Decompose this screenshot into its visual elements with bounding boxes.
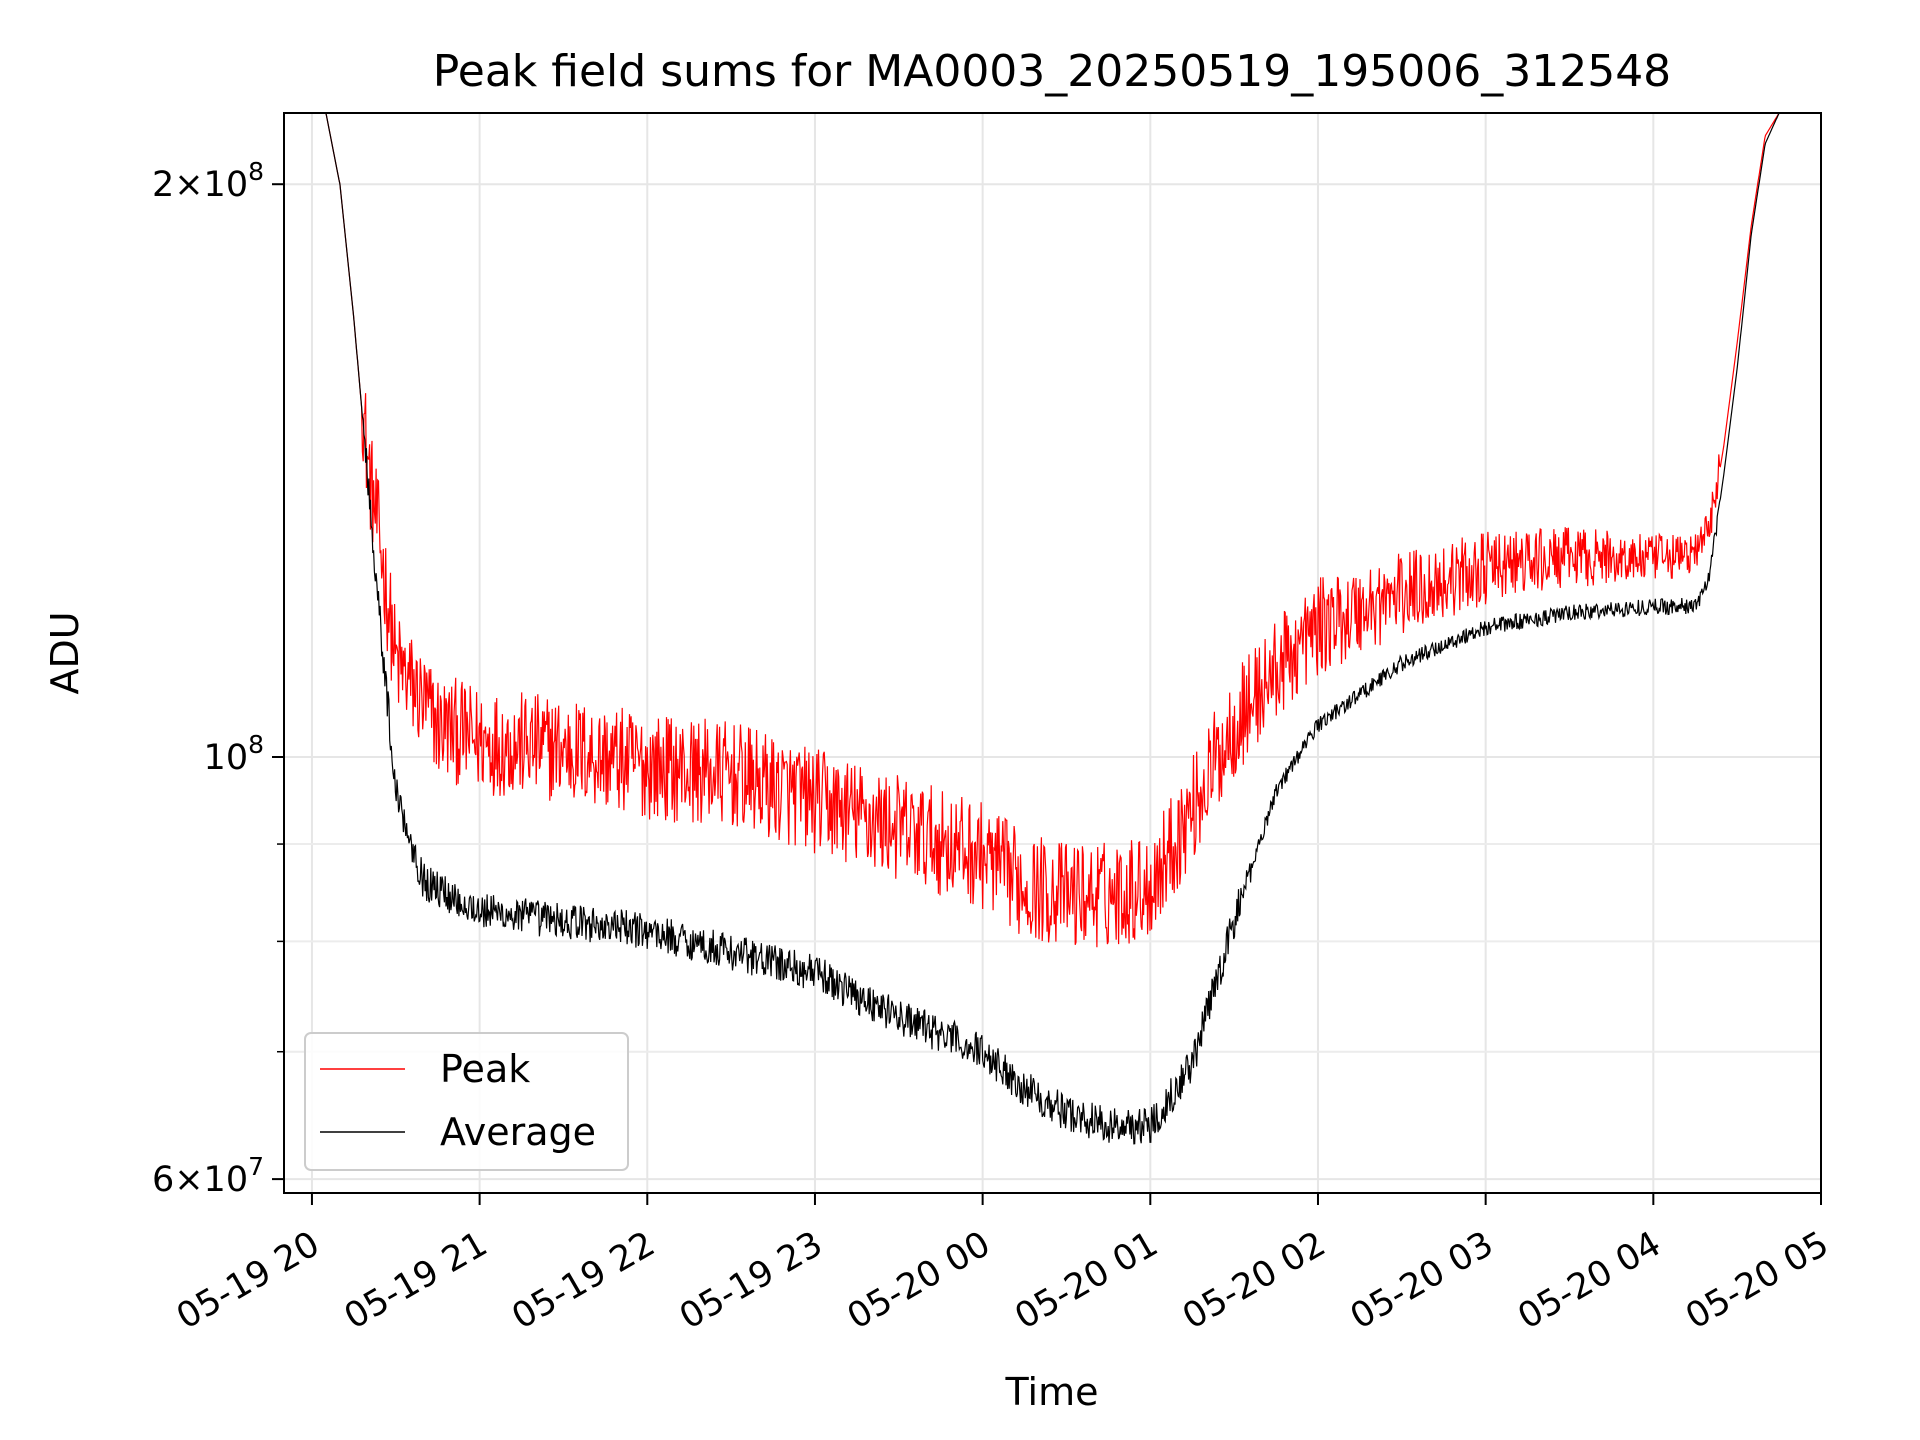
legend-box — [304, 1032, 629, 1171]
legend: Peak Average — [304, 1032, 629, 1171]
legend-label-peak: Peak — [440, 1047, 530, 1091]
series-layer — [292, 112, 1821, 1145]
series-line-average — [292, 112, 1821, 1145]
series-line-peak — [292, 112, 1821, 948]
plot-frame — [283, 112, 1822, 1194]
x-axis-label: Time — [1005, 1370, 1099, 1414]
legend-label-average: Average — [440, 1110, 596, 1154]
chart-title: Peak field sums for MA0003_20250519_1950… — [433, 46, 1671, 97]
y-tick-label: 6×107 — [152, 1152, 264, 1200]
y-tick-label: 2×108 — [152, 157, 264, 205]
y-axis-label: ADU — [43, 611, 87, 694]
